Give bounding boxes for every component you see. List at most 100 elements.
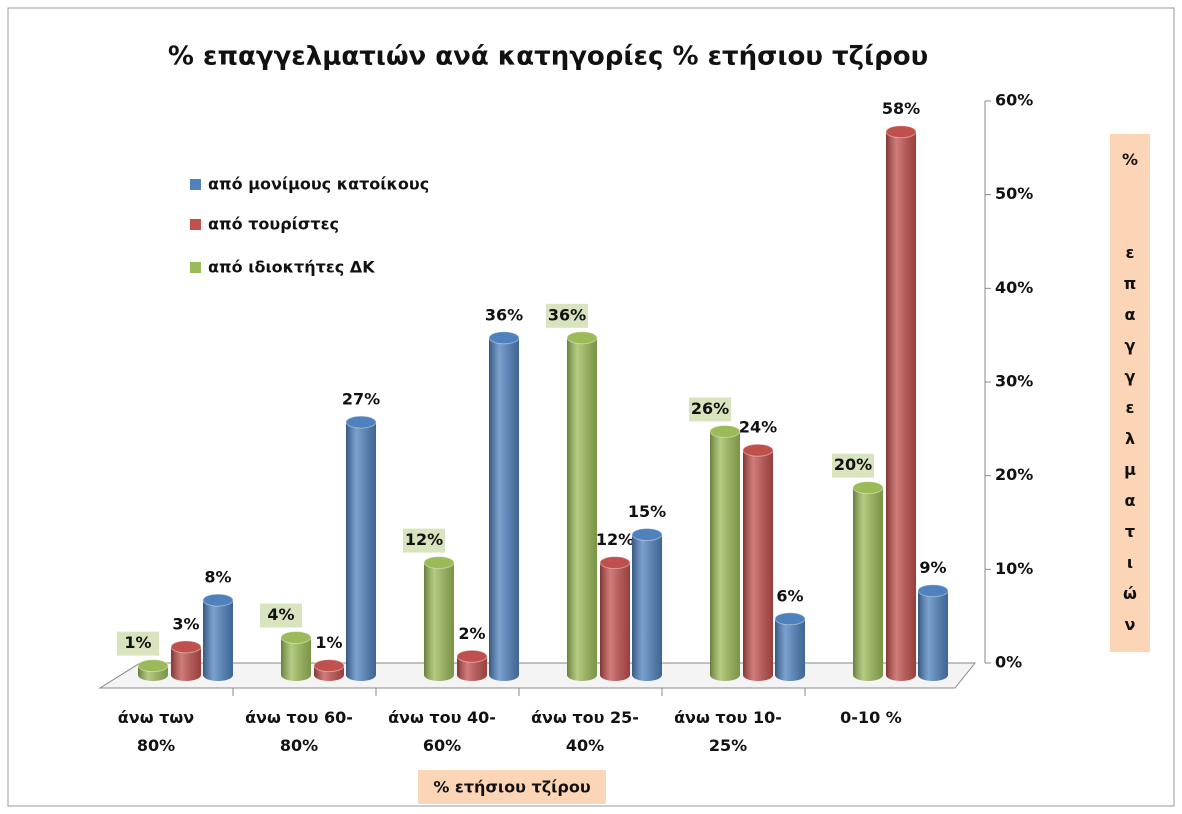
bar-top	[885, 125, 917, 139]
x-tick-label: άνω του 60-80%	[245, 708, 353, 755]
data-label: 4%	[267, 605, 294, 624]
bar	[423, 556, 455, 681]
y-tick-label: 50%	[995, 184, 1033, 203]
bar-shade	[918, 590, 948, 681]
bar	[313, 659, 345, 681]
bar-top	[423, 556, 455, 570]
bar-shade	[886, 131, 916, 681]
bar	[566, 331, 598, 681]
bar	[709, 424, 741, 681]
y-tick-label: 60%	[995, 91, 1033, 110]
bar	[456, 649, 488, 681]
data-label: 3%	[172, 614, 199, 633]
bar-top	[313, 659, 345, 673]
label-box	[403, 528, 445, 553]
data-label: 24%	[739, 418, 777, 437]
x-label-box	[418, 770, 606, 804]
label-box	[832, 453, 874, 478]
bar-shade	[600, 562, 630, 681]
bar	[488, 331, 520, 681]
data-label: 36%	[485, 305, 523, 324]
data-label: 2%	[458, 624, 485, 643]
bar-top	[852, 481, 884, 495]
data-label: 27%	[342, 390, 380, 409]
x-tick-label: άνω του 25-40%	[531, 708, 639, 755]
label-box	[546, 303, 588, 328]
data-label: 1%	[124, 633, 151, 652]
y-tick-label: 30%	[995, 372, 1033, 391]
bar	[774, 612, 806, 681]
bar-shade	[457, 656, 487, 681]
y-label-box	[1110, 134, 1150, 652]
legend-label: από ιδιοκτήτες ΔΚ	[208, 258, 375, 277]
y-tick-label: 20%	[995, 465, 1033, 484]
data-label: 26%	[691, 399, 729, 418]
bar-shade	[853, 487, 883, 681]
bar-top	[170, 640, 202, 654]
x-tick-label: άνω του 40-60%	[388, 708, 496, 755]
bar	[599, 556, 631, 681]
bar	[137, 659, 169, 681]
legend-label: από μονίμους κατοίκους	[208, 175, 429, 194]
legend-swatch	[190, 262, 201, 273]
x-tick-label: άνω των 80%	[118, 708, 194, 755]
bar-top	[709, 424, 741, 438]
bar-top	[345, 415, 377, 429]
bar-top	[202, 593, 234, 607]
data-label: 58%	[882, 99, 920, 118]
data-label: 15%	[628, 502, 666, 521]
data-label: 6%	[776, 586, 803, 605]
legend-swatch	[190, 179, 201, 190]
chart-title: % επαγγελματιών ανά κατηγορίες % ετήσιου…	[168, 42, 928, 72]
bar-shade	[424, 562, 454, 681]
bar-shade	[710, 431, 740, 681]
bar-shade	[775, 618, 805, 681]
bar	[852, 481, 884, 681]
bar-top	[742, 443, 774, 457]
x-tick-label: 0-10 %	[840, 708, 902, 727]
bar-top	[774, 612, 806, 626]
y-tick-label: 0%	[995, 653, 1022, 672]
bar-shade	[281, 637, 311, 681]
bar-top	[917, 584, 949, 598]
data-label: 1%	[315, 633, 342, 652]
data-label: 8%	[204, 568, 231, 587]
bar-top	[280, 631, 312, 645]
data-label: 36%	[548, 305, 586, 324]
bar-shade	[632, 534, 662, 681]
data-label: 12%	[405, 530, 443, 549]
bar	[170, 640, 202, 681]
bar-shade	[743, 450, 773, 681]
bar	[742, 443, 774, 681]
label-box	[117, 631, 159, 656]
legend-label: από τουρίστες	[208, 215, 339, 234]
bar	[345, 415, 377, 681]
bar-shade	[171, 646, 201, 681]
bar	[885, 125, 917, 681]
bar-top	[631, 528, 663, 541]
bar-top	[566, 331, 598, 345]
bar-top	[137, 659, 169, 673]
label-box	[689, 397, 731, 422]
y-tick-label: 10%	[995, 559, 1033, 578]
y-tick-label: 40%	[995, 278, 1033, 297]
x-tick-label: άνω του 10-25%	[674, 708, 782, 755]
bar-top	[456, 649, 488, 663]
bar-top	[488, 331, 520, 345]
bar-shade	[203, 600, 233, 681]
label-box	[260, 603, 302, 628]
bar	[917, 584, 949, 681]
data-label: 9%	[919, 558, 946, 577]
data-label: 20%	[834, 455, 872, 474]
legend-swatch	[190, 219, 201, 230]
x-axis-label: % ετήσιου τζίρου	[433, 778, 591, 797]
bar	[280, 631, 312, 681]
bar-shade	[489, 337, 519, 681]
bar-top	[599, 556, 631, 570]
data-label: 12%	[596, 530, 634, 549]
bar	[631, 528, 663, 681]
bar	[202, 593, 234, 681]
bar-shade	[567, 337, 597, 681]
